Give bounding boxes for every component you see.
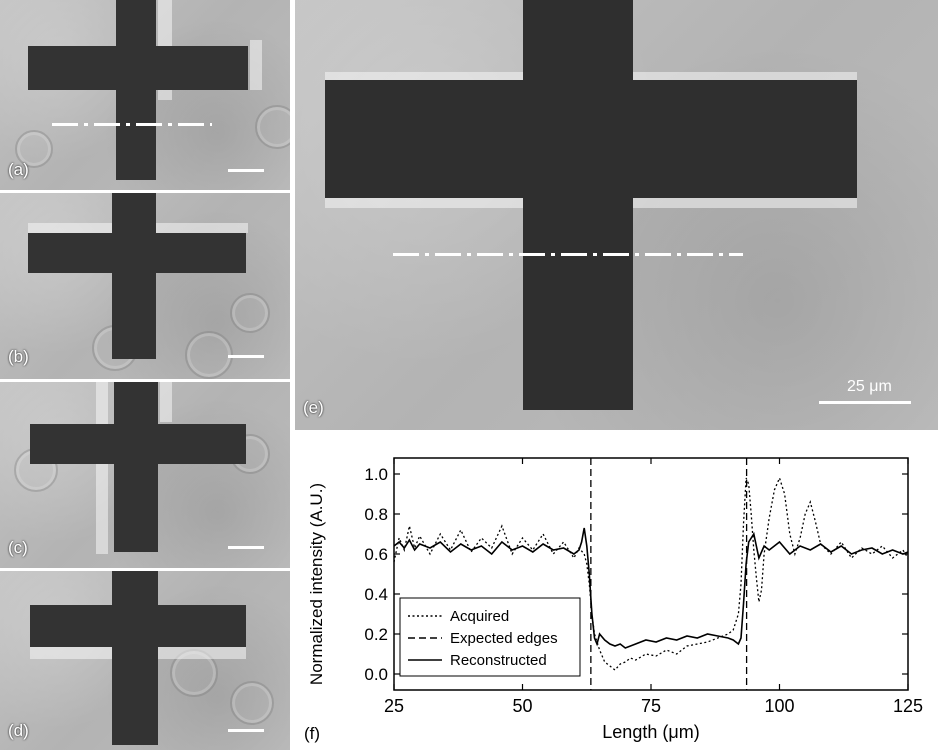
y-axis-label: Normalized intensity (A.U.) <box>307 483 326 685</box>
cross-vertical-arm <box>112 193 156 359</box>
cross-vertical-arm <box>112 571 158 745</box>
cross-vertical-arm <box>116 0 156 180</box>
image-panel-e: (e) 25 μm <box>295 0 938 430</box>
panel-label-b: (b) <box>8 347 29 366</box>
x-tick-label: 100 <box>764 696 794 716</box>
diffraction-ring <box>230 293 270 333</box>
diffraction-ring <box>230 681 274 725</box>
cross-horizontal-arm <box>28 233 246 273</box>
cross-horizontal-arm <box>30 605 246 647</box>
cross-edge-halo <box>96 382 108 554</box>
image-panel-a: (a) <box>0 0 290 190</box>
x-tick-label: 75 <box>641 696 661 716</box>
cross-edge-halo <box>250 40 262 90</box>
legend-label: Expected edges <box>450 630 558 647</box>
scale-bar <box>228 169 264 172</box>
legend-label: Reconstructed <box>450 652 547 669</box>
intensity-profile-chart: 25 50 75 100 125 0.0 0.2 0.4 0.6 0.8 1.0 Length (μm… <box>296 434 938 750</box>
y-tick-label: 0.2 <box>364 625 388 644</box>
y-tick-label: 0.6 <box>364 545 388 564</box>
series-line-reconstructed <box>393 527 909 649</box>
diffraction-ring <box>255 105 290 149</box>
panel-label-a: (a) <box>8 160 29 179</box>
panel-label-d: (d) <box>8 721 29 740</box>
image-panel-d: (d) <box>0 571 290 750</box>
cross-horizontal-arm <box>28 46 248 90</box>
cross-vertical-arm <box>523 0 633 410</box>
image-panel-b: (b) <box>0 193 290 379</box>
cross-edge-halo <box>160 382 172 422</box>
panel-label-c: (c) <box>8 538 28 557</box>
x-tick-label: 50 <box>512 696 532 716</box>
y-tick-label: 0.0 <box>364 665 388 684</box>
x-tick-label: 125 <box>893 696 923 716</box>
scale-bar-label: 25 μm <box>847 378 892 395</box>
diffraction-ring <box>15 130 53 168</box>
y-tick-label: 0.8 <box>364 505 388 524</box>
legend-label: Acquired <box>450 608 509 625</box>
chart-svg: 25 50 75 100 125 0.0 0.2 0.4 0.6 0.8 1.0 Length (μm… <box>307 457 923 742</box>
cross-horizontal-arm <box>30 424 246 464</box>
panel-label-e: (e) <box>303 398 324 417</box>
y-tick-label: 1.0 <box>364 465 388 484</box>
x-axis-label: Length (μm) <box>602 722 699 742</box>
cross-horizontal-arm <box>325 80 857 198</box>
scale-bar <box>228 729 264 732</box>
scale-bar <box>228 355 264 358</box>
diffraction-ring <box>185 331 233 379</box>
image-panel-c: (c) <box>0 382 290 568</box>
y-tick-label: 0.4 <box>364 585 388 604</box>
cross-vertical-arm <box>114 382 158 552</box>
profile-line <box>393 253 743 256</box>
x-tick-label: 25 <box>384 696 404 716</box>
profile-line <box>52 123 212 126</box>
scale-bar <box>228 546 264 549</box>
legend-box <box>399 597 581 677</box>
panel-label-f: (f) <box>304 724 321 743</box>
scale-bar <box>819 401 911 404</box>
